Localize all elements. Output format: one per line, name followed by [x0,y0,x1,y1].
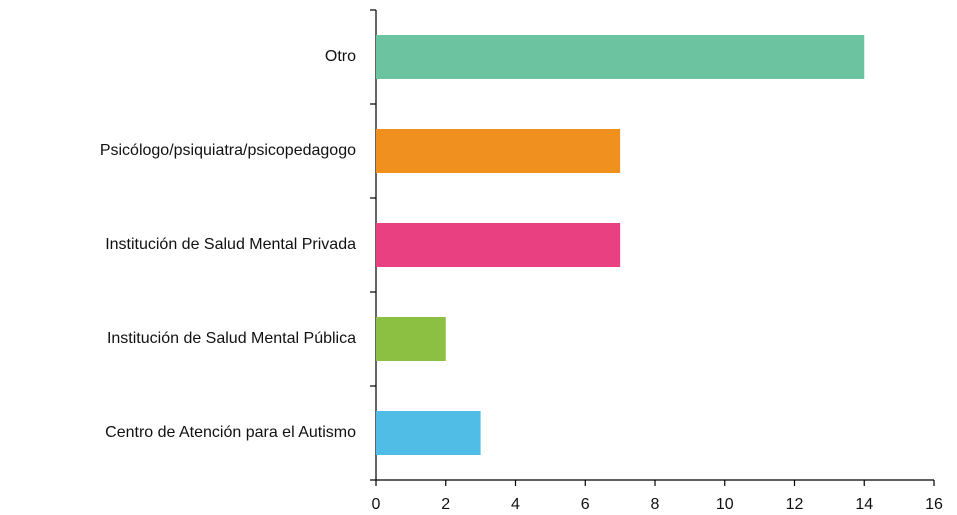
x-tick-label: 12 [786,496,804,513]
x-tick-label: 6 [581,496,590,513]
bar [376,317,446,361]
y-tick-label: Otro [325,48,356,65]
x-tick-label: 2 [441,496,450,513]
x-tick-label: 8 [651,496,660,513]
x-tick-label: 4 [511,496,520,513]
bar [376,411,481,455]
x-tick-label: 0 [372,496,381,513]
bar [376,223,621,267]
bar [376,129,621,173]
y-tick-label: Institución de Salud Mental Privada [105,236,356,253]
y-tick-label: Psicólogo/psiquiatra/psicopedagogo [100,142,356,159]
y-tick-label: Institución de Salud Mental Pública [107,330,356,347]
x-tick-label: 14 [855,496,873,513]
x-tick-label: 10 [716,496,734,513]
x-tick-label: 16 [925,496,943,513]
y-tick-label: Centro de Atención para el Autismo [105,424,356,441]
bar [376,35,865,79]
